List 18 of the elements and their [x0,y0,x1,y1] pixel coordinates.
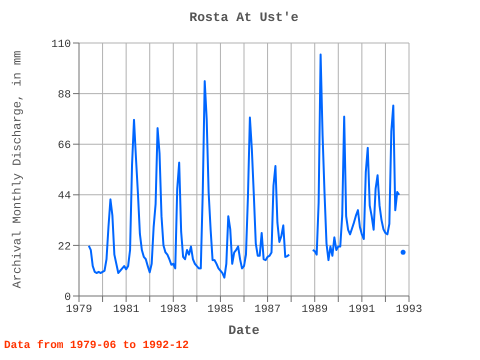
x-tick-label: 1981 [112,304,140,316]
y-tick-label: 22 [58,241,71,254]
y-axis-title: Archival Monthly Discharge, in mm [10,50,24,288]
x-tick-label: 1987 [254,304,281,316]
x-tick-label: 1989 [302,304,328,316]
y-tick-label: 44 [58,190,72,203]
x-tick-label: 1983 [160,304,186,316]
y-tick-label: 66 [58,140,71,152]
y-tick-label: 110 [51,38,71,51]
x-tick-label: 1991 [348,304,376,316]
y-tick-label: 88 [58,90,71,102]
y-tick-label: 0 [64,292,71,304]
x-tick-label: 1979 [66,304,92,316]
x-tick-label: 1985 [207,304,234,316]
text: Data from 1979-06 to 1992-12 [4,340,189,352]
x-axis-title: Date [228,323,260,338]
chart-title: Rosta At Ust'e [188,10,300,25]
x-tick-label: 1993 [396,304,422,316]
